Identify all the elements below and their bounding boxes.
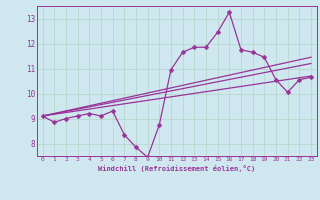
X-axis label: Windchill (Refroidissement éolien,°C): Windchill (Refroidissement éolien,°C) <box>98 165 255 172</box>
